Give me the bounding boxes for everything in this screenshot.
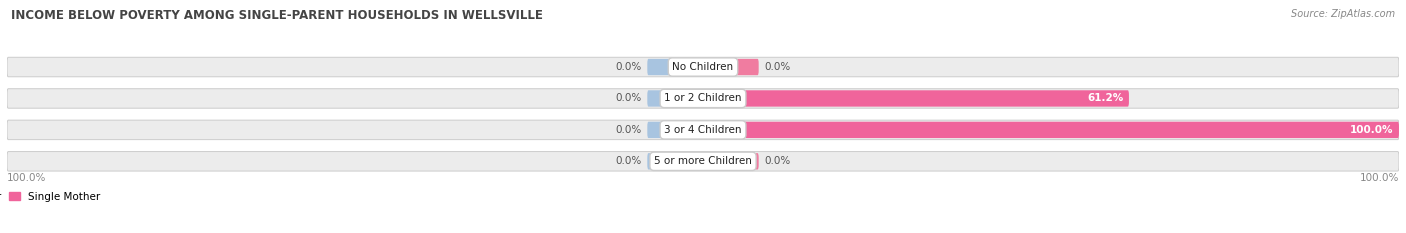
FancyBboxPatch shape [703, 122, 1399, 138]
FancyBboxPatch shape [703, 153, 759, 169]
Text: 0.0%: 0.0% [616, 62, 641, 72]
Text: 3 or 4 Children: 3 or 4 Children [664, 125, 742, 135]
Text: 0.0%: 0.0% [765, 62, 790, 72]
FancyBboxPatch shape [647, 59, 703, 75]
Text: Source: ZipAtlas.com: Source: ZipAtlas.com [1291, 9, 1395, 19]
FancyBboxPatch shape [647, 90, 703, 107]
Text: 5 or more Children: 5 or more Children [654, 156, 752, 166]
FancyBboxPatch shape [7, 152, 1399, 171]
FancyBboxPatch shape [7, 57, 1399, 77]
Text: 0.0%: 0.0% [765, 156, 790, 166]
Text: 0.0%: 0.0% [616, 156, 641, 166]
Text: 100.0%: 100.0% [7, 173, 46, 183]
Text: INCOME BELOW POVERTY AMONG SINGLE-PARENT HOUSEHOLDS IN WELLSVILLE: INCOME BELOW POVERTY AMONG SINGLE-PARENT… [11, 9, 543, 22]
Text: 100.0%: 100.0% [1360, 173, 1399, 183]
FancyBboxPatch shape [647, 153, 703, 169]
Text: 0.0%: 0.0% [616, 125, 641, 135]
FancyBboxPatch shape [7, 89, 1399, 108]
FancyBboxPatch shape [703, 90, 1129, 107]
Text: 100.0%: 100.0% [1350, 125, 1393, 135]
FancyBboxPatch shape [647, 122, 703, 138]
Legend: Single Father, Single Mother: Single Father, Single Mother [0, 188, 104, 206]
Text: 61.2%: 61.2% [1087, 93, 1123, 103]
Text: 1 or 2 Children: 1 or 2 Children [664, 93, 742, 103]
FancyBboxPatch shape [7, 120, 1399, 140]
FancyBboxPatch shape [703, 59, 759, 75]
Text: No Children: No Children [672, 62, 734, 72]
Text: 0.0%: 0.0% [616, 93, 641, 103]
